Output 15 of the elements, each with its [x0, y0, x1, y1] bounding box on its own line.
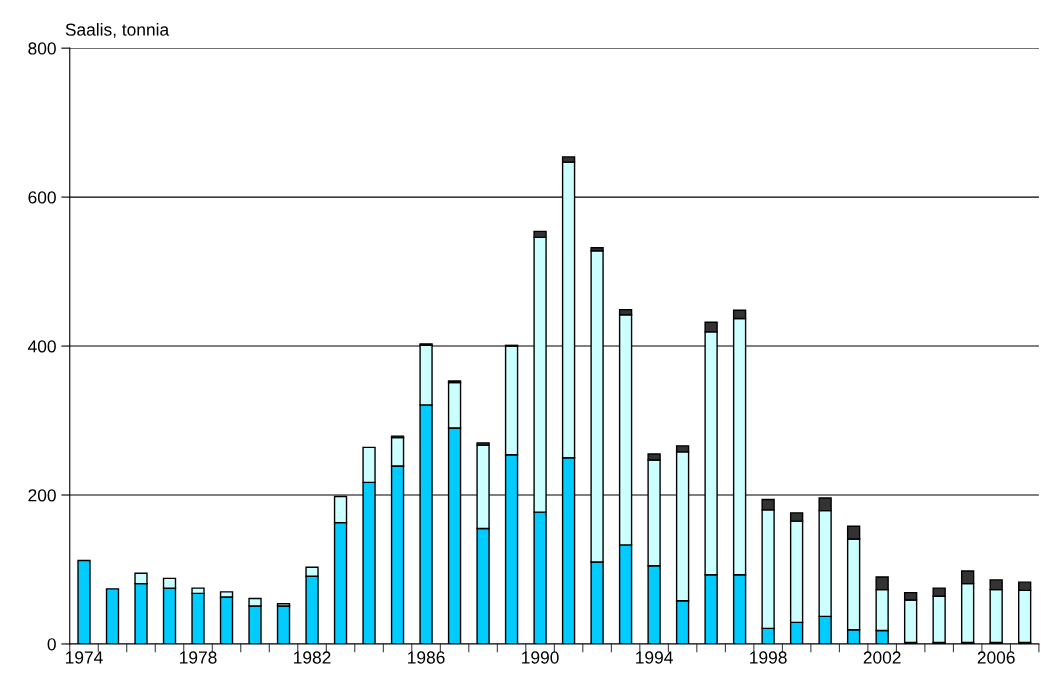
x-tick-label: 1994: [636, 651, 673, 664]
x-tick-label: 2006: [977, 651, 1015, 664]
x-tick-label: 1986: [408, 651, 445, 664]
x-tick-label: 1974: [66, 651, 103, 664]
y-tick-label: 800: [28, 42, 56, 55]
y-tick-label: 600: [28, 191, 56, 204]
y-tick-label: 200: [28, 489, 56, 502]
x-tick-label: 1998: [750, 651, 787, 664]
y-tick-label: 400: [27, 340, 56, 353]
y-tick-label: 0: [47, 638, 56, 651]
y-axis-title: Saalis, tonnia: [65, 23, 170, 38]
x-tick-label: 2002: [863, 651, 901, 664]
x-tick-label: 1978: [180, 651, 217, 664]
x-tick-label: 1982: [294, 651, 331, 664]
x-tick-label: 1990: [522, 651, 559, 664]
